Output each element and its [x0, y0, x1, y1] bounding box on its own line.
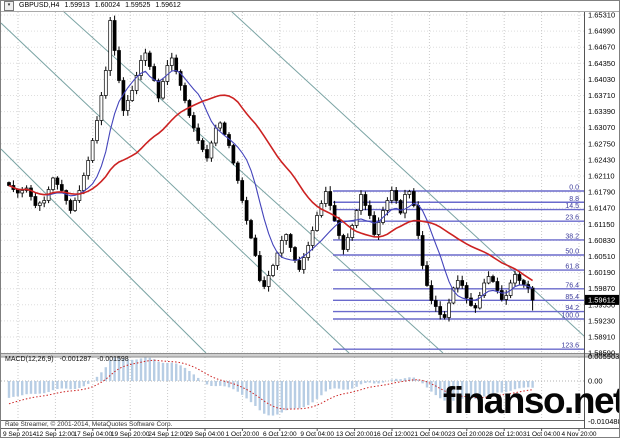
- time-tick-label: 19 Sep 20:00: [111, 431, 150, 438]
- price-tick-label: 1.63710: [588, 91, 615, 100]
- time-tick-label: 23 Oct 20:00: [448, 431, 486, 438]
- price-tick-label: 1.64990: [588, 27, 615, 36]
- price-tick-label: 1.58590: [588, 349, 615, 358]
- time-tick-label: 21 Oct 04:00: [411, 431, 449, 438]
- time-tick-label: 31 Oct 04:00: [523, 431, 561, 438]
- macd-histogram: [7, 357, 534, 416]
- price-tick-label: 1.61150: [588, 220, 615, 229]
- fib-level-label: 100.0: [561, 313, 579, 320]
- copyright-text: Rate Streamer, © 2001-2014, MetaQuotes S…: [5, 421, 173, 428]
- fib-level-label: 14.5: [565, 203, 579, 210]
- price-tick-label: 1.59870: [588, 284, 615, 293]
- price-tick-label: 1.60510: [588, 252, 615, 261]
- chart-menu-dropdown-icon[interactable]: ▾: [4, 1, 14, 11]
- fib-level-label: 123.6: [561, 343, 579, 350]
- price-tick-label: 1.60830: [588, 236, 615, 245]
- grid-lines: [1, 12, 585, 419]
- time-tick-label: 12 Sep 12:00: [36, 431, 75, 438]
- time-tick-label: 24 Sep 12:00: [148, 431, 187, 438]
- price-tick-label: 1.62750: [588, 139, 615, 148]
- fast-ma-line: [8, 69, 533, 301]
- indicator-value: -0.001287: [59, 356, 92, 363]
- time-tick-label: 29 Sep 04:00: [186, 431, 225, 438]
- ohlc-high-value: 1.60024: [94, 2, 121, 9]
- price-tick-label: 1.60190: [588, 268, 615, 277]
- macd-axis-label-bottom: -0.010488: [588, 417, 620, 426]
- price-tick-label: 1.61790: [588, 188, 615, 197]
- symbol-timeframe-label: GBPUSD,H4: [19, 2, 60, 9]
- fib-level-label: 50.0: [565, 249, 579, 256]
- fib-level-label: 8.8: [569, 196, 579, 203]
- time-tick-label: 13 Oct 20:00: [336, 431, 374, 438]
- fib-level-label: 23.6: [565, 215, 579, 222]
- fib-level-label: 94.2: [565, 305, 579, 312]
- watermark-text: finanso.net: [443, 380, 620, 421]
- price-tick-label: 1.59230: [588, 316, 615, 325]
- fib-level-label: 61.8: [565, 264, 579, 271]
- price-tick-label: 1.62430: [588, 155, 615, 164]
- price-tick-label: 1.63390: [588, 107, 615, 116]
- price-tick-label: 1.64350: [588, 59, 615, 68]
- fib-level-label: 76.4: [565, 282, 579, 289]
- macd-axis-label-zero: 0.00: [588, 377, 603, 386]
- ohlc-open-value: 1.59913: [64, 2, 90, 9]
- indicator-signal: -0.001598: [97, 356, 129, 363]
- price-tick-label: 1.65310: [588, 11, 615, 20]
- time-tick-label: 6 Oct 12:00: [263, 431, 297, 438]
- time-tick-label: 9 Oct 04:00: [300, 431, 334, 438]
- indicator-name: MACD(12,26,9): [5, 356, 54, 363]
- macd-signal-line: [8, 359, 533, 410]
- time-tick-label: 28 Oct 12:00: [486, 431, 524, 438]
- chart-title-bar: ▾ GBPUSD,H4 1.59913 1.60024 1.59525 1.59…: [1, 1, 619, 11]
- candlestick-series: [7, 15, 535, 322]
- fib-level-label: 38.2: [565, 233, 579, 240]
- fib-level-label: 85.4: [565, 294, 579, 301]
- ohlc-low-value: 1.59525: [125, 2, 151, 9]
- time-tick-label: 4 Nov 20:00: [561, 431, 596, 438]
- price-tick-label: 1.62110: [588, 172, 615, 181]
- price-axis[interactable]: 1.65310 1.64990 1.64670 1.64350 1.64030 1.637…: [588, 11, 620, 427]
- current-price-badge: 1.59612: [585, 294, 619, 305]
- price-tick-label: 1.61470: [588, 204, 615, 213]
- indicator-label: MACD(12,26,9) -0.001287 -0.001598: [5, 356, 129, 363]
- time-tick-label: 17 Sep 04:00: [73, 431, 112, 438]
- price-tick-label: 1.58910: [588, 333, 615, 342]
- price-tick-label: 1.63070: [588, 123, 615, 132]
- price-tick-label: 1.64030: [588, 75, 615, 84]
- macd-axis-label-top: 0.005903: [588, 352, 619, 361]
- time-tick-label: 16 Oct 12:00: [373, 431, 411, 438]
- slow-ma-line: [8, 94, 534, 282]
- time-tick-label: 9 Sep 2014: [3, 431, 37, 438]
- ohlc-close-value: 1.59612: [155, 2, 181, 9]
- time-tick-label: 1 Oct 20:00: [226, 431, 260, 438]
- price-tick-label: 1.64670: [588, 43, 615, 52]
- trend-channel-lines: [1, 10, 585, 354]
- fib-level-label: 0.0: [569, 185, 579, 192]
- current-price-value: 1.59612: [588, 296, 615, 305]
- pane-borders: [1, 11, 619, 431]
